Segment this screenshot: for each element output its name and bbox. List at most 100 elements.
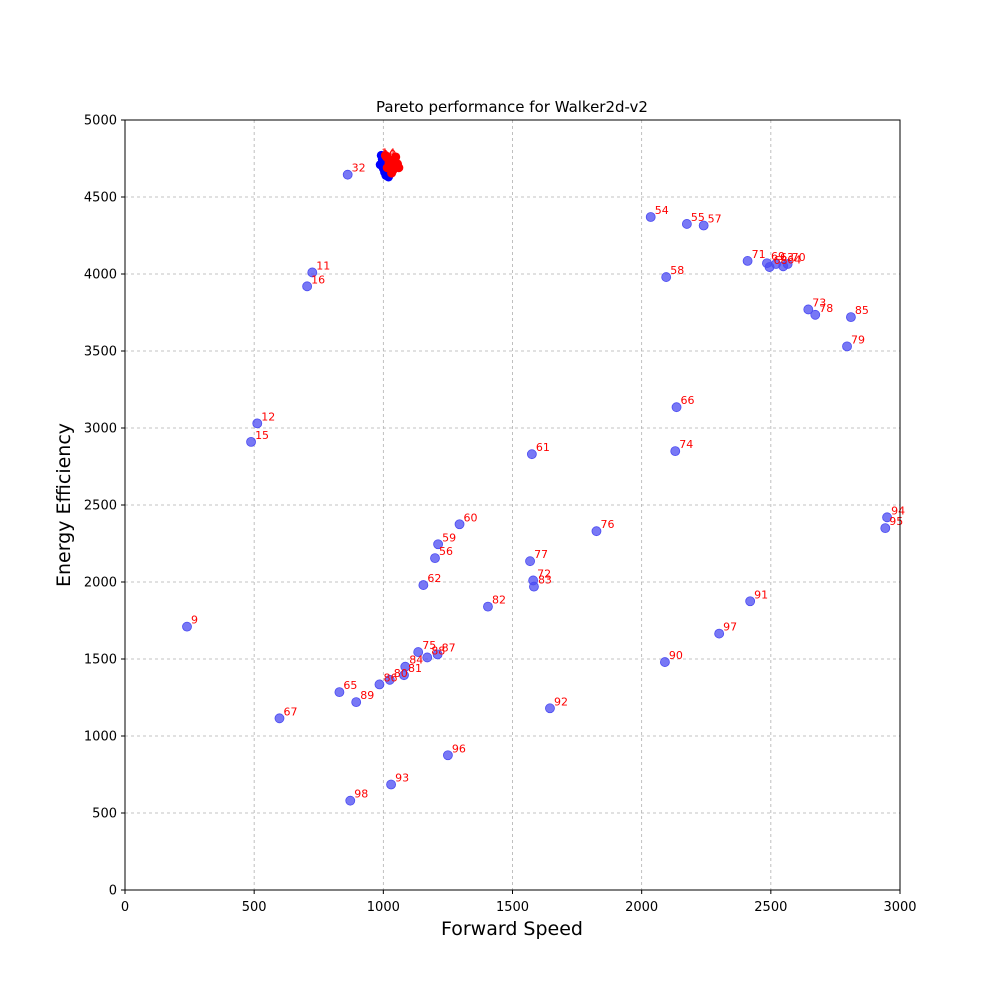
data-point-label: 60 (464, 511, 478, 524)
data-point (430, 553, 440, 564)
data-point-label: 9 (191, 614, 198, 627)
x-tick-label: 2000 (625, 900, 658, 915)
x-tick-label: 500 (242, 900, 267, 915)
data-point (671, 402, 682, 413)
data-point (803, 304, 814, 315)
data-point-label: 11 (316, 259, 330, 272)
x-tick-label: 1500 (496, 900, 529, 915)
data-point-label: 76 (600, 518, 614, 531)
y-tick-label: 4500 (84, 191, 117, 206)
data-point-label: 61 (536, 441, 550, 454)
cluster-data-point (387, 168, 397, 178)
data-point-label: 91 (754, 588, 768, 601)
data-point (351, 697, 362, 708)
x-tick-label: 2500 (754, 900, 787, 915)
data-point (386, 779, 396, 790)
data-point (374, 679, 385, 690)
y-tick-label: 5000 (84, 114, 117, 129)
data-point-label: 97 (723, 621, 737, 634)
data-point-label: 72 (537, 567, 551, 580)
data-point (742, 256, 753, 266)
data-point-label: 95 (889, 515, 903, 528)
data-point (422, 652, 433, 663)
data-point (525, 556, 535, 567)
data-point (745, 596, 756, 607)
data-point-label: 55 (691, 211, 705, 224)
data-point (660, 657, 670, 667)
cluster-data-point (389, 161, 399, 171)
data-point (413, 647, 424, 657)
data-point (529, 581, 539, 592)
data-point (842, 341, 852, 352)
data-point-label: 77 (534, 548, 548, 561)
data-point-label: 81 (408, 662, 422, 675)
cluster-data-point (391, 152, 401, 162)
data-point-label: 54 (655, 204, 669, 217)
data-point (182, 621, 192, 632)
data-point-label: 68 (774, 254, 788, 267)
data-point-label: 84 (409, 654, 423, 667)
data-point-label: 57 (708, 212, 722, 225)
data-point (882, 512, 892, 523)
cluster-data-point (380, 150, 390, 160)
data-point (454, 519, 465, 530)
data-point-label: 87 (442, 641, 456, 654)
data-point (762, 258, 772, 269)
data-point-label: 96 (452, 742, 466, 755)
data-point (645, 212, 656, 222)
data-point (591, 526, 602, 537)
data-point-label: 79 (851, 333, 865, 346)
data-point-label: 73 (812, 296, 826, 309)
x-axis-label: Forward Speed (441, 918, 583, 940)
y-tick-label: 1000 (84, 730, 117, 745)
data-point-label: 92 (554, 695, 568, 708)
y-tick-label: 3500 (84, 345, 117, 360)
data-point-label: 85 (855, 304, 869, 317)
data-point (483, 601, 493, 612)
cluster-point-label: 13 (385, 150, 399, 163)
data-point (880, 523, 891, 533)
data-point (681, 219, 692, 229)
data-point-label: 63 (780, 251, 794, 264)
y-axis-label: Energy Efficiency (53, 423, 75, 587)
data-point-label: 94 (891, 504, 905, 517)
data-point-label: 78 (819, 302, 833, 315)
data-point-label: 58 (670, 264, 684, 277)
data-point-label: 71 (752, 248, 766, 261)
data-point-label: 80 (394, 667, 408, 680)
data-point-label: 66 (681, 394, 695, 407)
data-point-label: 56 (439, 545, 453, 558)
data-point (661, 272, 672, 282)
chart-title: Pareto performance for Walker2d-v2 (376, 98, 648, 116)
data-point (342, 169, 353, 180)
data-point (432, 649, 443, 660)
cluster-point-label: 14 (381, 146, 395, 159)
data-point-label: 90 (669, 649, 683, 662)
data-point-label: 75 (422, 639, 436, 652)
y-tick-label: 2500 (84, 499, 117, 514)
x-tick-label: 0 (121, 900, 129, 915)
data-point (246, 436, 256, 447)
data-point-label: 88 (431, 644, 445, 657)
data-point (698, 220, 709, 231)
ticks-layer: 0 500 1000 1500 2000 2500 3000 0 500 1000 1500 2000… (84, 114, 917, 916)
data-point (714, 628, 725, 639)
data-point-label: 82 (492, 594, 506, 607)
cluster-point-label: 10 (382, 148, 396, 161)
data-point (545, 703, 555, 714)
y-tick-label: 4000 (84, 268, 117, 283)
data-point-label: 65 (343, 679, 357, 692)
data-point-label: 86 (383, 671, 397, 684)
data-point-label: 64 (787, 253, 801, 266)
data-point-label: 93 (395, 772, 409, 785)
y-tick-label: 3000 (84, 422, 117, 437)
data-point (846, 312, 856, 323)
data-point-label: 83 (538, 574, 552, 587)
data-point (345, 795, 356, 806)
data-point (418, 580, 429, 590)
data-point-label: 62 (427, 572, 441, 585)
data-point (252, 418, 263, 429)
data-point (334, 687, 345, 698)
x-tick-label: 3000 (883, 900, 916, 915)
